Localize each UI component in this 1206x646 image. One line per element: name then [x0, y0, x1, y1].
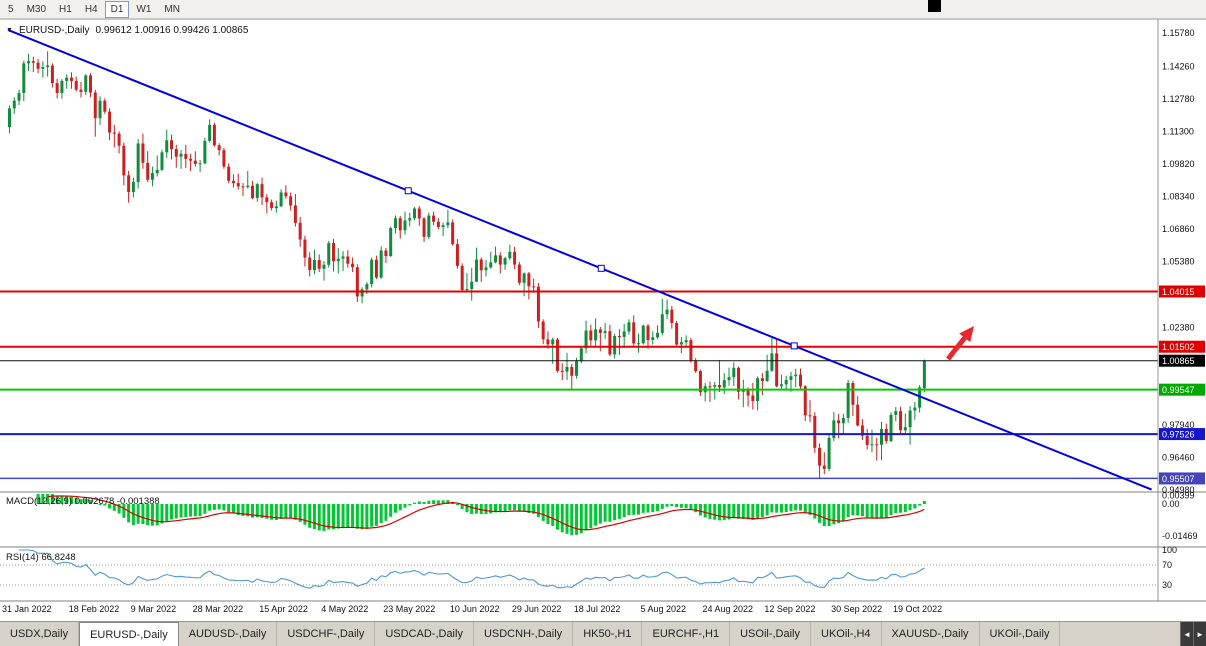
chart-window: 1.15780 1.14260 1.12780 1.11300 1.09820 1.083… [0, 19, 1206, 621]
chart-tab-usdcaddaily[interactable]: USDCAD-,Daily [375, 622, 474, 646]
svg-text:1.14260: 1.14260 [1162, 61, 1195, 71]
timeframe-toolbar: 5 M30 H1 H4 D1 W1 MN [0, 0, 1206, 19]
svg-text:100: 100 [1162, 545, 1177, 555]
svg-text:1.00865: 1.00865 [1162, 356, 1195, 366]
price-badge [1159, 354, 1205, 367]
svg-text:0.00399: 0.00399 [1162, 490, 1195, 500]
svg-text:0.96460: 0.96460 [1162, 452, 1195, 462]
svg-text:1.12780: 1.12780 [1162, 94, 1195, 104]
svg-text:0.95507: 0.95507 [1162, 474, 1195, 484]
svg-text:24 Aug 2022: 24 Aug 2022 [702, 604, 753, 614]
svg-text:1.11300: 1.11300 [1162, 126, 1194, 136]
svg-text:15 Apr 2022: 15 Apr 2022 [259, 604, 308, 614]
price-badge [1159, 383, 1205, 396]
trendline-anchor[interactable] [597, 264, 605, 272]
svg-text:0.99547: 0.99547 [1162, 385, 1195, 395]
svg-text:31 Jan 2022: 31 Jan 2022 [2, 604, 52, 614]
price-badge [1159, 472, 1205, 485]
chart-canvas[interactable]: 1.15780 1.14260 1.12780 1.11300 1.09820 1.083… [0, 19, 1206, 621]
price-axis[interactable]: 1.15780 1.14260 1.12780 1.11300 1.09820 1.083… [1159, 28, 1205, 495]
timeframe-button-h1[interactable]: H1 [59, 3, 72, 15]
chart-tab-ukoilh4[interactable]: UKOil-,H4 [811, 622, 882, 646]
chart-tab-usdchfdaily[interactable]: USDCHF-,Daily [277, 622, 376, 646]
svg-text:23 May 2022: 23 May 2022 [383, 604, 435, 614]
svg-text:0.94980: 0.94980 [1162, 485, 1195, 495]
svg-text:1.05380: 1.05380 [1162, 257, 1195, 267]
timeframe-button-w1[interactable]: W1 [136, 3, 152, 15]
chart-tab-audusddaily[interactable]: AUDUSD-,Daily [179, 622, 278, 646]
timeframe-buttons: 5 M30 H1 H4 D1 W1 MN [2, 0, 186, 18]
chart-tab-xauusddaily[interactable]: XAUUSD-,Daily [882, 622, 980, 646]
price-badge [1159, 285, 1205, 298]
timeframe-button-d1[interactable]: D1 [104, 0, 130, 18]
svg-text:1.04015: 1.04015 [1162, 287, 1195, 297]
svg-text:4 May 2022: 4 May 2022 [321, 604, 368, 614]
tab-scroll-buttons: ◄ ► [1180, 622, 1206, 646]
time-axis[interactable]: 31 Jan 2022 18 Feb 2022 9 Mar 2022 28 Mar 2… [2, 604, 942, 614]
chart-tab-hk50h1[interactable]: HK50-,H1 [573, 622, 643, 646]
chart-tabs-bar: USDX,Daily EURUSD-,Daily AUDUSD-,Daily USDC… [0, 621, 1206, 646]
trendline-anchor[interactable] [790, 342, 798, 350]
timeframe-button-m30[interactable]: M30 [26, 3, 47, 15]
svg-text:10 Jun 2022: 10 Jun 2022 [450, 604, 500, 614]
chart-tab-usdxdaily[interactable]: USDX,Daily [0, 622, 80, 646]
svg-text:1.02380: 1.02380 [1162, 322, 1195, 332]
svg-text:9 Mar 2022: 9 Mar 2022 [131, 604, 177, 614]
chart-tab-ukoildaily[interactable]: UKOil-,Daily [980, 622, 1061, 646]
svg-text:1.15780: 1.15780 [1162, 28, 1195, 38]
chart-tab-eurchfh1[interactable]: EURCHF-,H1 [642, 622, 731, 646]
chart-tab-eurusddaily[interactable]: EURUSD-,Daily [79, 622, 179, 646]
timeframe-button-h4[interactable]: H4 [84, 3, 98, 15]
chart-dropdown-icon[interactable]: ▼ [6, 27, 13, 34]
svg-text:5 Aug 2022: 5 Aug 2022 [641, 604, 687, 614]
black-marker [928, 0, 941, 12]
arrow-annotation-head[interactable] [959, 326, 974, 343]
svg-text:18 Feb 2022: 18 Feb 2022 [69, 604, 120, 614]
svg-text:28 Mar 2022: 28 Mar 2022 [193, 604, 244, 614]
svg-text:1.01502: 1.01502 [1162, 342, 1195, 352]
trendline-anchor[interactable] [404, 187, 412, 195]
svg-text:18 Jul 2022: 18 Jul 2022 [574, 604, 621, 614]
price-badge [1159, 428, 1205, 441]
svg-text:30 Sep 2022: 30 Sep 2022 [831, 604, 882, 614]
svg-text:29 Jun 2022: 29 Jun 2022 [512, 604, 562, 614]
tab-scroll-right-icon[interactable]: ► [1193, 622, 1206, 646]
rsi-indicator: 100 70 30 [0, 545, 1177, 590]
timeframe-button-5[interactable]: 5 [8, 3, 14, 15]
chart-tab-usdcnhdaily[interactable]: USDCNH-,Daily [474, 622, 574, 646]
svg-text:1.06860: 1.06860 [1162, 224, 1195, 234]
chart-tab-usoildaily[interactable]: USOil-,Daily [730, 622, 812, 646]
svg-text:0.97526: 0.97526 [1162, 430, 1195, 440]
price-badge [1159, 340, 1205, 353]
descending-trendline[interactable] [7, 28, 1152, 491]
svg-text:70: 70 [1162, 560, 1172, 570]
svg-text:1.09820: 1.09820 [1162, 159, 1195, 169]
svg-text:-0.01469: -0.01469 [1162, 531, 1198, 541]
svg-text:1.08340: 1.08340 [1162, 191, 1195, 201]
candles [8, 51, 926, 479]
svg-text:30: 30 [1162, 580, 1172, 590]
timeframe-button-mn[interactable]: MN [164, 3, 180, 15]
svg-text:0.97940: 0.97940 [1162, 420, 1195, 430]
svg-text:19 Oct 2022: 19 Oct 2022 [893, 604, 942, 614]
arrow-annotation[interactable] [946, 334, 968, 361]
svg-text:12 Sep 2022: 12 Sep 2022 [764, 604, 815, 614]
tab-scroll-left-icon[interactable]: ◄ [1180, 622, 1193, 646]
svg-text:0.00: 0.00 [1162, 499, 1180, 509]
